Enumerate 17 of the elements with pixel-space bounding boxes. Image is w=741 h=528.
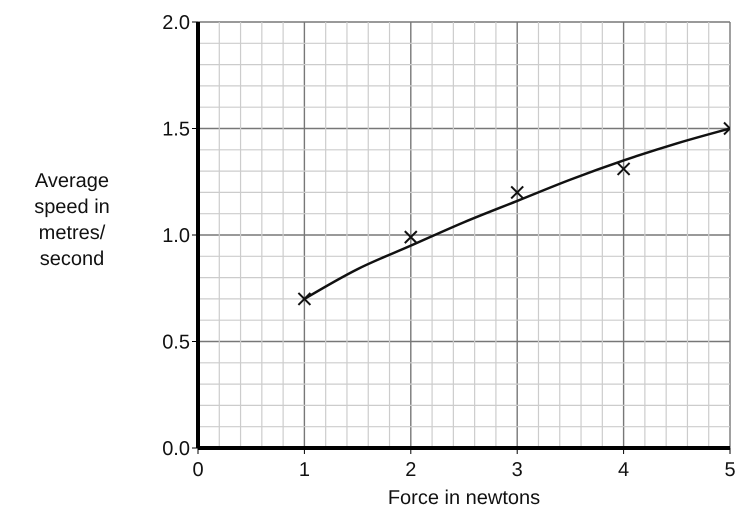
- x-tick-label: 4: [618, 459, 630, 481]
- x-tick-label: 5: [724, 459, 736, 481]
- y-tick-label: 1.5: [162, 118, 190, 141]
- point: [616, 162, 631, 176]
- x-axis-title: Force in newtons: [388, 487, 540, 509]
- y-tick-label: 0.5: [162, 332, 190, 354]
- y-tick-label: 0.0: [162, 438, 190, 460]
- y-axis-title: Average speed in metres/ second: [33, 169, 111, 272]
- x-tick-label: 0: [192, 459, 204, 481]
- y-tick-label: 1.0: [162, 225, 190, 248]
- point: [404, 230, 418, 244]
- x-tick-label: 3: [512, 459, 523, 481]
- point: [510, 185, 524, 200]
- x-tick-label: 2: [405, 459, 416, 481]
- y-tick-label: 2.0: [162, 12, 190, 34]
- point: [297, 292, 312, 306]
- x-tick-label: 1: [298, 459, 310, 481]
